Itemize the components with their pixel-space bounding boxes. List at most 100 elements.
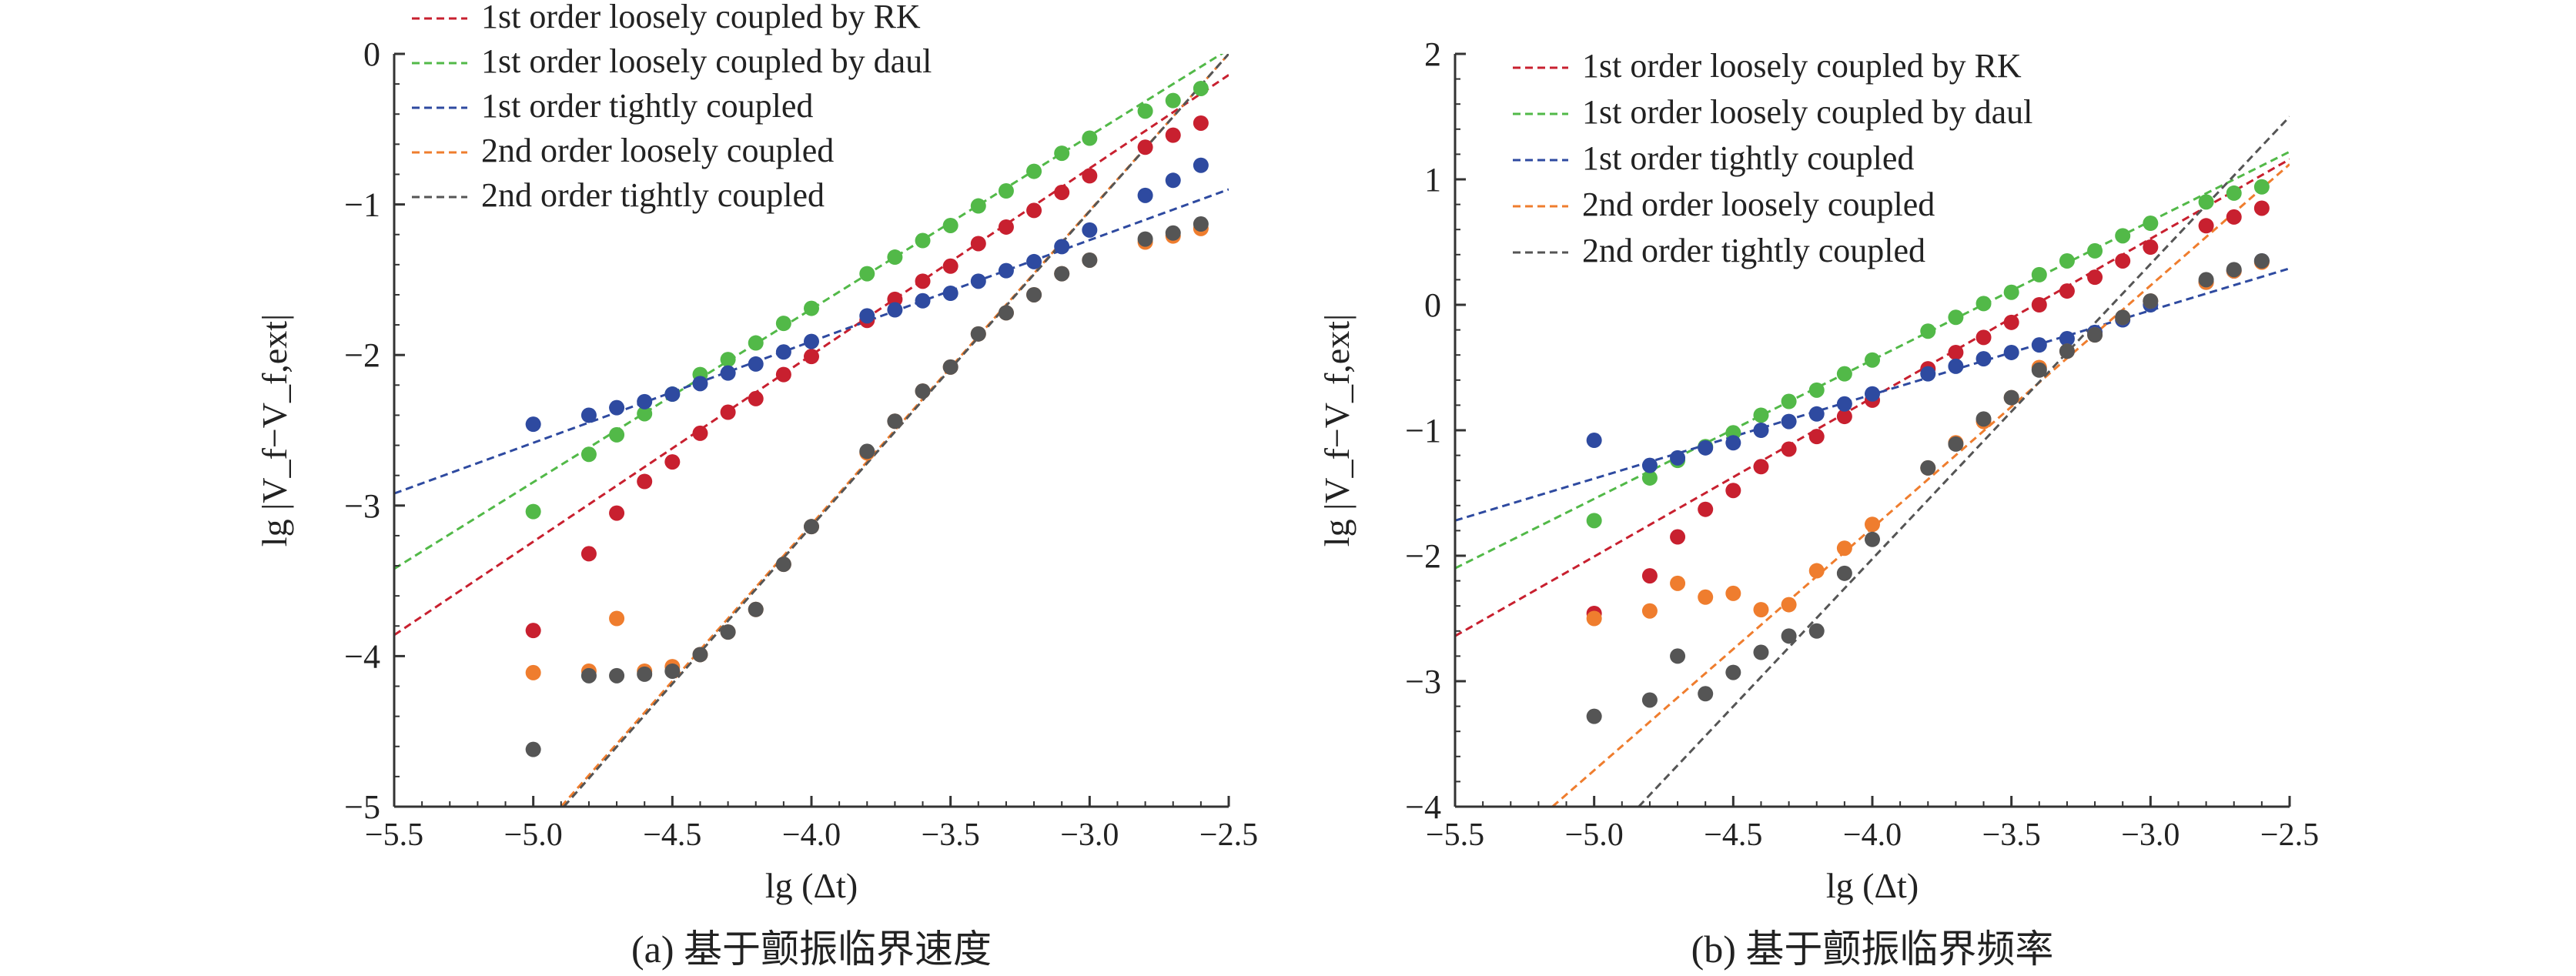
point-s1-17 — [2115, 228, 2131, 244]
point-s3-1 — [1641, 603, 1658, 619]
x-tick-label: −2.5 — [2260, 817, 2319, 853]
point-s4-16 — [2087, 327, 2103, 343]
point-s4-14 — [970, 326, 986, 342]
legend-label: 1st order tightly coupled — [1582, 139, 1914, 177]
point-s2-7 — [1808, 406, 1825, 422]
point-s1-14 — [2031, 266, 2047, 282]
point-s4-21 — [2253, 252, 2270, 269]
point-s3-0 — [1586, 610, 1602, 627]
point-s1-9 — [804, 300, 819, 316]
point-s2-12 — [1975, 351, 1992, 367]
point-s4-3 — [1698, 686, 1714, 702]
point-s4-9 — [1865, 531, 1880, 547]
point-s4-11 — [1948, 436, 1964, 452]
point-s0-14 — [2031, 297, 2047, 313]
fit-line-4 — [1638, 115, 2290, 807]
point-s0-21 — [1193, 115, 1209, 131]
point-s2-2 — [609, 399, 625, 416]
point-s0-1 — [580, 546, 597, 562]
point-s1-19 — [1137, 103, 1153, 119]
point-s0-7 — [748, 390, 764, 406]
point-s2-5 — [1753, 423, 1769, 438]
point-s2-3 — [637, 393, 653, 409]
legend-label: 2nd order tightly coupled — [1582, 232, 1925, 269]
point-s0-16 — [2087, 269, 2103, 286]
point-s4-20 — [1165, 225, 1181, 241]
point-s0-11 — [887, 291, 903, 307]
point-s1-15 — [998, 182, 1014, 199]
point-s2-3 — [1698, 440, 1714, 456]
point-s0-9 — [804, 349, 819, 365]
y-axis-label: lg |V_f−V_f,ext| — [255, 314, 294, 546]
point-s0-3 — [1698, 501, 1714, 517]
point-s4-10 — [859, 443, 875, 460]
point-s2-7 — [748, 356, 764, 372]
point-s1-16 — [1026, 163, 1042, 179]
y-tick-label: −4 — [344, 637, 380, 675]
y-tick-label: −3 — [1405, 663, 1441, 700]
point-s4-2 — [1670, 648, 1686, 664]
x-tick-label: −5.0 — [504, 817, 563, 853]
legend-label: 2nd order loosely coupled — [481, 132, 834, 169]
point-s2-0 — [1586, 433, 1602, 449]
point-s0-19 — [2198, 218, 2214, 234]
x-axis-label: lg (Δt) — [765, 866, 858, 905]
point-s1-20 — [1165, 92, 1181, 109]
point-s2-1 — [580, 407, 597, 423]
point-s2-15 — [998, 262, 1014, 279]
y-tick-label: −3 — [344, 487, 380, 525]
y-tick-label: −1 — [1405, 412, 1441, 450]
x-tick-label: −4.5 — [643, 817, 701, 853]
point-s2-13 — [2003, 344, 2019, 360]
point-s0-3 — [637, 473, 653, 490]
point-s4-7 — [1808, 623, 1825, 639]
point-s1-12 — [915, 232, 931, 249]
point-s1-20 — [2226, 185, 2242, 201]
x-tick-label: −5.5 — [365, 817, 423, 853]
point-s1-18 — [1082, 130, 1098, 146]
point-s2-14 — [2031, 337, 2047, 353]
point-s4-4 — [664, 663, 681, 679]
y-axis-label: lg |V_f−V_f,ext| — [1317, 314, 1357, 546]
point-s4-6 — [1781, 628, 1797, 644]
x-axis-label: lg (Δt) — [1826, 866, 1919, 905]
point-s2-0 — [525, 416, 541, 433]
point-s3-7 — [1808, 563, 1825, 579]
legend-label: 2nd order tightly coupled — [481, 176, 825, 214]
x-tick-label: −4.5 — [1704, 817, 1762, 853]
x-tick-label: −4.0 — [782, 817, 841, 853]
point-s1-0 — [525, 503, 541, 520]
point-s0-18 — [1082, 168, 1098, 184]
point-s2-1 — [1641, 457, 1658, 473]
point-s1-1 — [1641, 470, 1658, 486]
y-tick-label: 0 — [1424, 286, 1441, 324]
x-tick-label: −4.0 — [1843, 817, 1902, 853]
legend-label: 1st order tightly coupled — [481, 87, 813, 125]
y-tick-label: −2 — [1405, 537, 1441, 575]
point-s3-8 — [1836, 540, 1852, 557]
point-s4-19 — [2198, 272, 2214, 288]
point-s2-11 — [1948, 358, 1964, 374]
legend: 1st order loosely coupled by RK 1st order… — [1513, 47, 2032, 269]
point-s1-17 — [1054, 145, 1070, 162]
point-s4-14 — [2031, 362, 2047, 378]
point-s1-6 — [1781, 393, 1797, 409]
point-s0-19 — [1137, 139, 1153, 155]
point-s0-12 — [915, 273, 931, 289]
point-s0-18 — [2143, 239, 2159, 256]
x-tick-label: −5.5 — [1426, 817, 1484, 853]
point-s4-12 — [915, 383, 931, 399]
point-s1-8 — [1836, 366, 1852, 382]
legend-label: 2nd order loosely coupled — [1582, 186, 1935, 223]
data-points — [1586, 179, 2270, 724]
point-s4-4 — [1725, 664, 1741, 680]
fit-line-0 — [394, 74, 1229, 637]
point-s4-11 — [887, 413, 903, 430]
point-s3-6 — [1781, 597, 1797, 613]
point-s4-7 — [748, 601, 764, 617]
point-s2-6 — [720, 365, 736, 381]
point-s1-10 — [859, 266, 875, 282]
y-tick-label: −2 — [344, 336, 380, 374]
point-s0-7 — [1808, 429, 1825, 445]
point-s2-4 — [664, 386, 681, 403]
